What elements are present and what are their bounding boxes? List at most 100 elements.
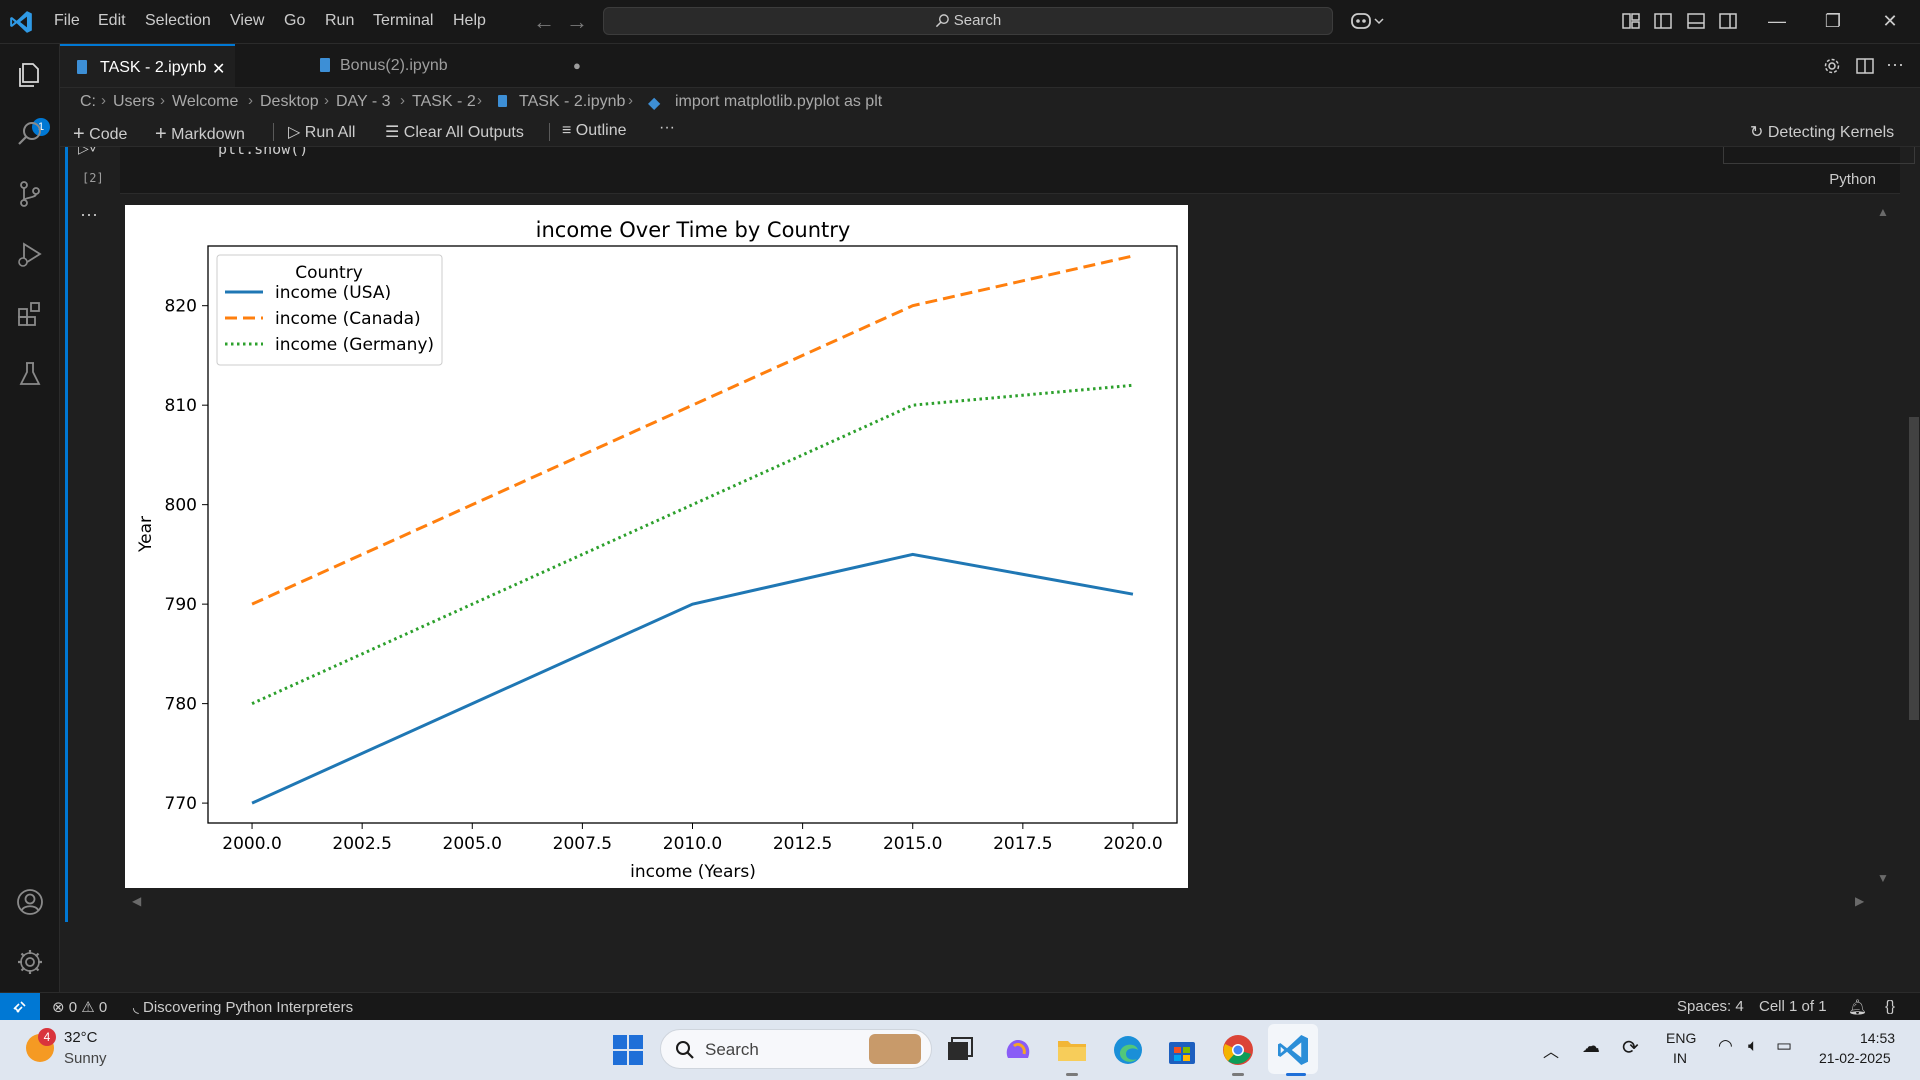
input-language-line1[interactable]: ENG [1666,1030,1697,1046]
menu-view[interactable]: View [230,12,265,29]
customize-layout-icon[interactable] [1621,11,1641,31]
breadcrumb: C: › Users › Welcome › Desktop › DAY - 3… [60,88,1920,116]
breadcrumb-item[interactable]: Desktop [260,93,319,110]
menu-edit[interactable]: Edit [98,12,126,29]
more-actions-icon[interactable]: ··· [1886,54,1904,74]
clear-all-outputs-button[interactable]: ☰ Clear All Outputs [385,122,524,142]
chevron-right-icon: › [628,92,633,109]
x-tick-label: 2010.0 [663,834,722,854]
indentation-indicator[interactable]: Spaces: 4 [1677,998,1744,1015]
run-cell-icon[interactable]: ▷˅ [78,147,97,156]
windows-start-icon[interactable] [610,1032,646,1068]
braces-icon[interactable]: {} [1885,998,1896,1015]
add-markdown-cell-button[interactable]: + Markdown [155,122,245,145]
breadcrumb-item[interactable]: TASK - 2 [412,93,476,110]
scroll-right-arrow-icon[interactable]: ▶ [1855,894,1865,908]
breadcrumb-item[interactable]: Users [113,93,155,110]
command-center-search[interactable]: Search [603,7,1333,35]
temperature[interactable]: 32°C [64,1029,98,1046]
minimize-icon[interactable]: — [1768,11,1786,31]
copilot-app-icon[interactable] [1000,1032,1036,1068]
close-window-icon[interactable]: ✕ [1882,11,1898,31]
sync-icon[interactable]: ⟳ [1622,1037,1639,1059]
remote-indicator[interactable] [0,993,40,1021]
input-language-line2[interactable]: IN [1673,1050,1687,1066]
microsoft-store-icon[interactable] [1164,1032,1200,1068]
menu-selection[interactable]: Selection [145,12,211,29]
clock-time[interactable]: 14:53 [1860,1030,1896,1046]
testing-icon[interactable] [14,358,46,390]
notebook-editor[interactable]: ▷˅ plt.show() Python [2] ··· 2000.0 2002.… [60,147,1920,992]
add-code-cell-button[interactable]: + Code [73,122,127,145]
chevron-right-icon: › [324,92,329,109]
cell-position-indicator[interactable]: Cell 1 of 1 [1759,998,1827,1015]
edge-browser-icon[interactable] [1110,1032,1146,1068]
cell-language-label[interactable]: Python [1829,171,1876,188]
output-actions-icon[interactable]: ··· [80,204,98,224]
more-toolbar-actions-icon[interactable]: ··· [659,119,675,136]
add-code-label: Code [89,126,128,143]
menu-file[interactable]: File [54,12,80,29]
manage-gear-icon[interactable] [14,946,46,978]
execution-count: [2] [82,171,104,185]
source-control-icon[interactable] [14,178,46,210]
explorer-icon[interactable] [14,58,46,90]
wifi-icon[interactable]: ◠ [1718,1036,1733,1055]
breadcrumb-item[interactable]: C: [80,93,96,110]
back-arrow-icon[interactable]: ← [533,9,555,34]
unsaved-dot-icon[interactable]: ● [573,58,581,73]
breadcrumb-item[interactable]: Welcome [172,93,239,110]
notebook-toolbar: + Code + Markdown ▷ Run All ☰ Clear All … [60,117,1920,147]
code-cell-editor[interactable]: plt.show() Python [120,147,1915,194]
search-placeholder: Search [953,12,1002,29]
explorer-badge: 1 [32,118,50,136]
menu-go[interactable]: Go [284,12,306,29]
forward-arrow-icon[interactable]: → [566,9,588,34]
split-editor-icon[interactable] [1855,56,1875,76]
file-explorer-icon[interactable] [1054,1032,1090,1068]
weather-condition[interactable]: Sunny [64,1050,107,1067]
vertical-scrollbar[interactable] [1909,417,1919,720]
close-tab-icon[interactable]: ✕ [212,61,226,78]
toggle-panel-icon[interactable] [1686,11,1706,31]
cell-focus-indicator [65,147,68,922]
accounts-icon[interactable] [14,886,46,918]
interpreter-status[interactable]: ◟ Discovering Python Interpreters [133,998,353,1016]
search-icon[interactable] [14,118,46,150]
tab-task-2[interactable]: TASK - 2.ipynb ✕ [60,44,235,87]
volume-icon[interactable]: 🔈︎ [1748,1036,1759,1055]
problems-indicator[interactable]: ⊗ 0 ⚠ 0 [52,998,107,1016]
menu-terminal[interactable]: Terminal [373,12,434,29]
show-hidden-icons-chevron-icon[interactable]: ︿ [1543,1044,1560,1061]
breadcrumb-item[interactable]: import matplotlib.pyplot as plt [675,93,883,110]
battery-icon[interactable]: ▭ [1776,1036,1793,1055]
breadcrumb-item[interactable]: TASK - 2.ipynb [519,93,626,110]
extensions-icon[interactable] [14,298,46,330]
vscode-app-icon[interactable] [1275,1032,1311,1068]
menu-run[interactable]: Run [325,12,355,29]
copilot-icon[interactable] [1350,11,1386,31]
cell-toolbar[interactable] [1723,147,1915,164]
run-all-button[interactable]: ▷ Run All [288,122,355,142]
onedrive-icon[interactable]: ☁ [1582,1036,1600,1056]
kernel-picker[interactable]: ↻ Detecting Kernels [1750,122,1894,142]
chrome-browser-icon[interactable] [1220,1032,1256,1068]
scroll-up-arrow-icon[interactable]: ▲ [1877,205,1889,219]
run-debug-icon[interactable] [14,238,46,270]
notifications-bell-icon[interactable]: 🔔︎ [1848,999,1868,1016]
restore-icon[interactable]: ❐ [1824,11,1842,31]
scroll-down-arrow-icon[interactable]: ▼ [1877,871,1889,885]
active-app-indicator [1286,1073,1306,1076]
toggle-primary-sidebar-icon[interactable] [1653,11,1673,31]
breadcrumb-item[interactable]: DAY - 3 [336,93,391,110]
menu-help[interactable]: Help [453,12,486,29]
task-view-icon[interactable] [942,1032,978,1068]
tab-bonus-2[interactable]: Bonus(2).ipynb ● [236,44,581,87]
toggle-secondary-sidebar-icon[interactable] [1718,11,1738,31]
scroll-left-arrow-icon[interactable]: ◀ [132,894,142,908]
outline-button[interactable]: ≡ Outline [562,122,627,140]
taskbar-search[interactable]: Search [660,1029,932,1069]
clock-date[interactable]: 21-02-2025 [1819,1050,1891,1066]
code-line[interactable]: plt.show() [218,147,309,158]
notebook-settings-gear-icon[interactable] [1822,56,1842,76]
